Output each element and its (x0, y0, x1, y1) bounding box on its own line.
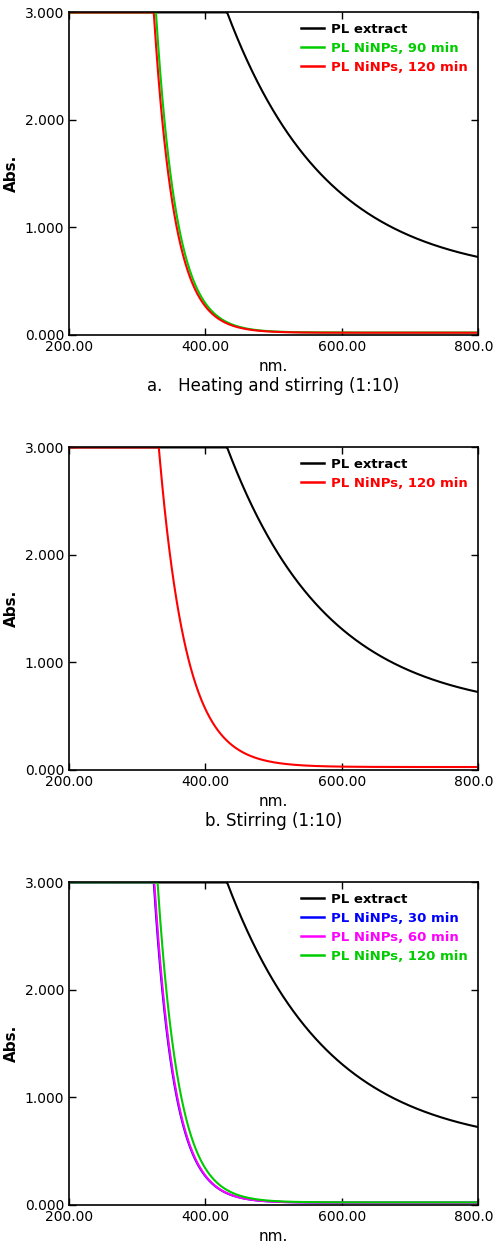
Legend: PL extract, PL NiNPs, 120 min: PL extract, PL NiNPs, 120 min (297, 455, 472, 494)
X-axis label: nm.: nm. (259, 359, 288, 374)
Y-axis label: Abs.: Abs. (4, 155, 19, 193)
X-axis label: nm.: nm. (259, 794, 288, 809)
Text: a.   Heating and stirring (1:10): a. Heating and stirring (1:10) (147, 376, 400, 395)
Legend: PL extract, PL NiNPs, 30 min, PL NiNPs, 60 min, PL NiNPs, 120 min: PL extract, PL NiNPs, 30 min, PL NiNPs, … (297, 889, 472, 966)
Y-axis label: Abs.: Abs. (4, 590, 19, 627)
Legend: PL extract, PL NiNPs, 90 min, PL NiNPs, 120 min: PL extract, PL NiNPs, 90 min, PL NiNPs, … (297, 19, 472, 78)
Y-axis label: Abs.: Abs. (4, 1025, 19, 1062)
Text: b. Stirring (1:10): b. Stirring (1:10) (205, 811, 342, 830)
X-axis label: nm.: nm. (259, 1230, 288, 1242)
